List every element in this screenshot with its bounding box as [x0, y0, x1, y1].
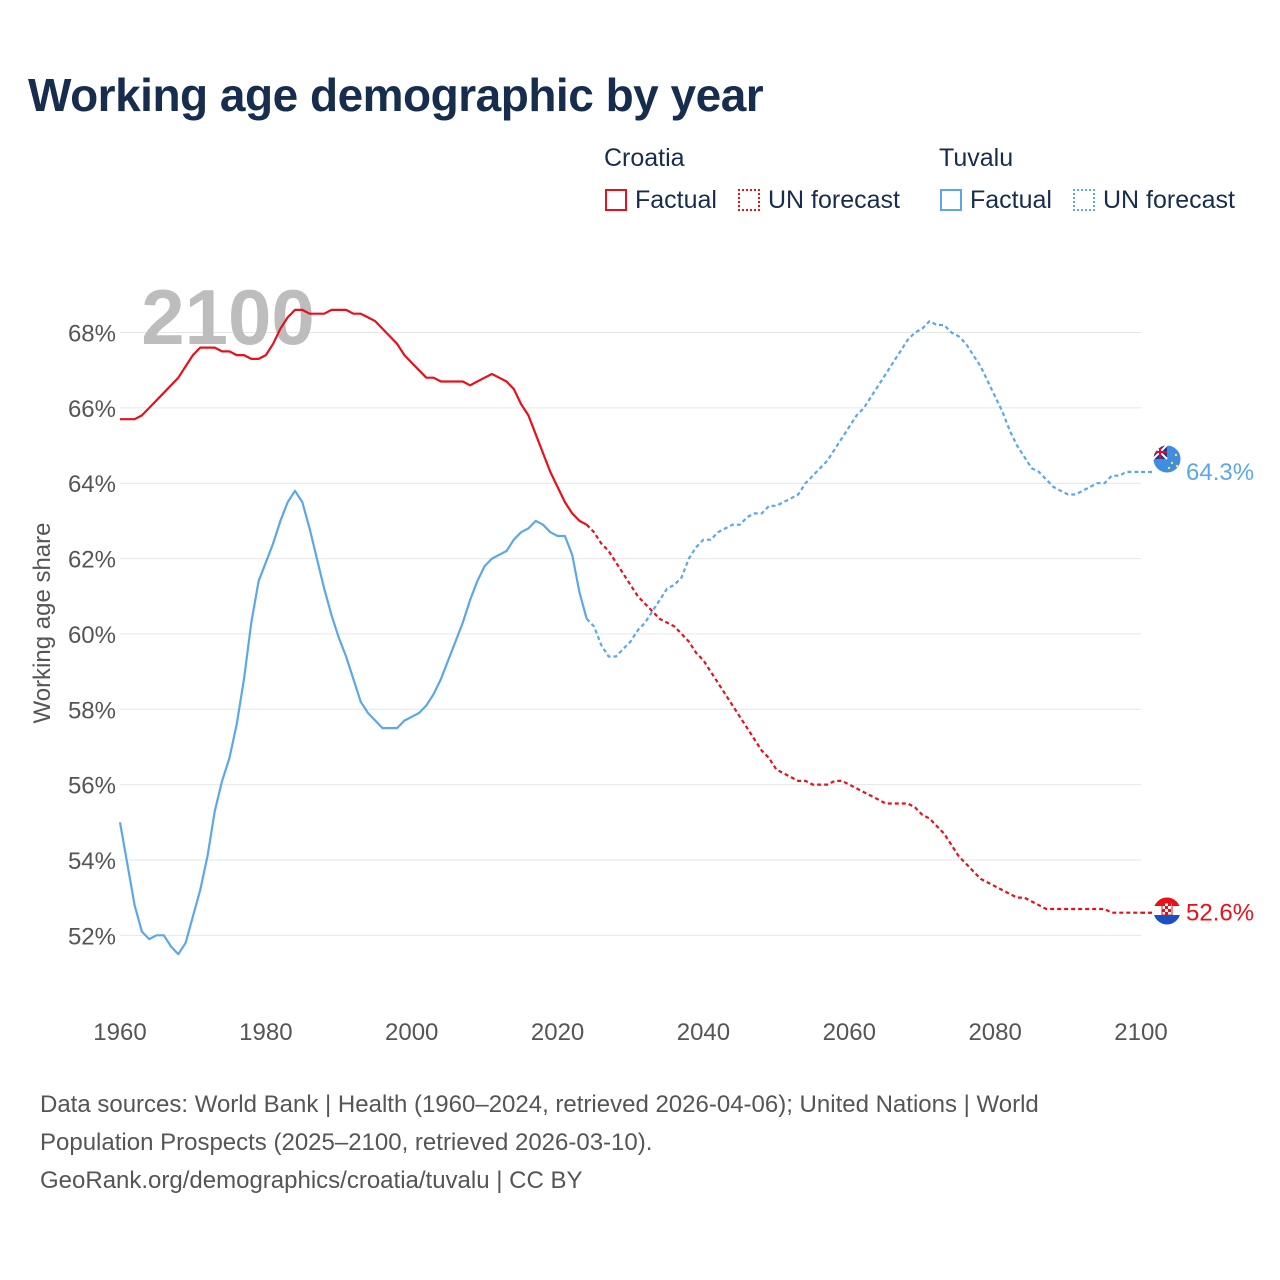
x-tick-label: 1980 — [239, 1019, 292, 1046]
legend-group-tuvalu: Tuvalu — [939, 144, 1014, 172]
line-chart: 2100 52% 54% 56% 58% 60% 62% 64% 66% 68% 1960 1980… — [29, 273, 1254, 1046]
year-watermark: 2100 — [141, 273, 315, 361]
legend-swatch-croatia-factual — [605, 189, 627, 211]
legend-swatch-tuvalu-forecast — [1073, 189, 1095, 211]
chart-title: Working age demographic by year — [28, 69, 764, 121]
series-line-tuvalu-forecast — [585, 320, 1141, 658]
end-label-tuvalu: 64.3% — [1186, 459, 1254, 486]
series — [118, 308, 1153, 956]
y-tick-label: 54% — [68, 848, 116, 875]
x-tick-label: 2080 — [968, 1019, 1021, 1046]
series-line-croatia-factual — [120, 308, 588, 526]
grid — [120, 332, 1141, 936]
y-tick-label: 56% — [68, 773, 116, 800]
end-markers — [1152, 444, 1182, 926]
x-tick-label: 2100 — [1114, 1019, 1167, 1046]
end-label-croatia: 52.6% — [1186, 900, 1254, 927]
y-tick-label: 68% — [68, 321, 116, 348]
axes: 52% 54% 56% 58% 60% 62% 64% 66% 68% 1960 1980 2000 2… — [68, 321, 1168, 1046]
x-tick-label: 2060 — [823, 1019, 876, 1046]
y-tick-label: 58% — [68, 697, 116, 724]
y-tick-label: 62% — [68, 547, 116, 574]
tuvalu-flag-icon — [1152, 444, 1182, 474]
x-tick-label: 1960 — [93, 1019, 146, 1046]
legend-group-croatia: Croatia — [604, 144, 685, 172]
y-axis-label: Working age share — [29, 523, 56, 724]
source-link[interactable]: GeoRank.org/demographics/croatia/tuvalu … — [40, 1167, 583, 1194]
legend-label-tuvalu-forecast: UN forecast — [1103, 186, 1235, 214]
y-tick-label: 52% — [68, 923, 116, 950]
y-tick-label: 66% — [68, 396, 116, 423]
legend-label-croatia-factual: Factual — [635, 186, 717, 214]
x-tick-label: 2000 — [385, 1019, 438, 1046]
legend-swatch-croatia-forecast — [738, 189, 760, 211]
legend-label-tuvalu-factual: Factual — [970, 186, 1052, 214]
legend-swatch-tuvalu-factual — [940, 189, 962, 211]
x-tick-label: 2040 — [677, 1019, 730, 1046]
source-note: Data sources: World Bank | Health (1960–… — [40, 1086, 1220, 1200]
croatia-flag-icon — [1152, 896, 1182, 926]
source-line-2: Population Prospects (2025–2100, retriev… — [40, 1129, 653, 1156]
source-line-1: Data sources: World Bank | Health (1960–… — [40, 1091, 1039, 1118]
series-line-croatia-forecast — [585, 523, 1141, 914]
y-tick-label: 64% — [68, 471, 116, 498]
legend-label-croatia-forecast: UN forecast — [768, 186, 900, 214]
series-line-tuvalu-factual — [118, 489, 588, 956]
x-tick-label: 2020 — [531, 1019, 584, 1046]
y-tick-label: 60% — [68, 622, 116, 649]
